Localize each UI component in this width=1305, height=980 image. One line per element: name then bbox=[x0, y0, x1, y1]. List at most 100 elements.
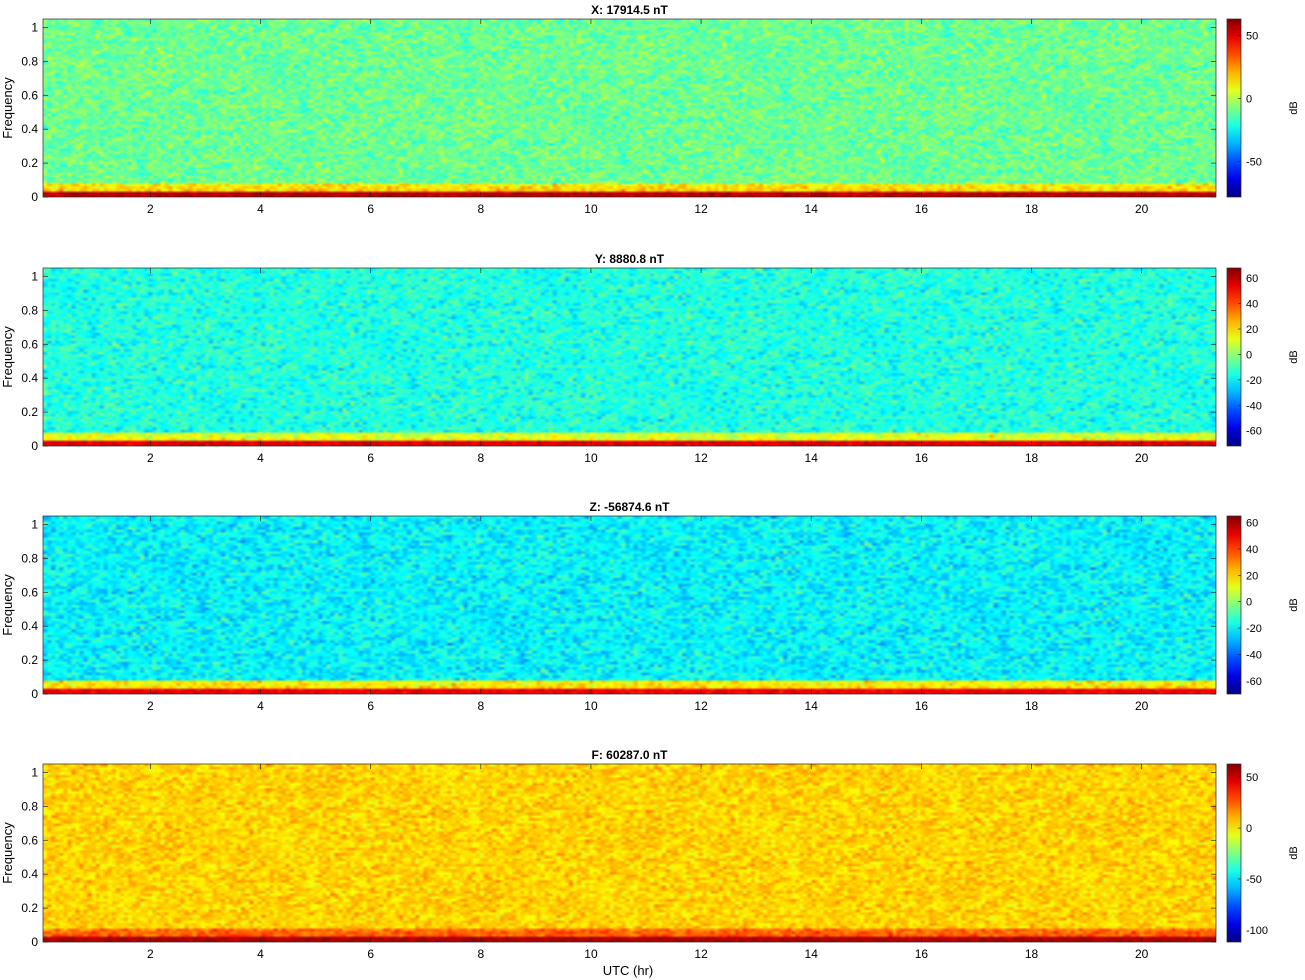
spectrogram-image bbox=[43, 19, 1216, 197]
colorbar bbox=[1226, 515, 1242, 695]
y-tick-label: 0.6 bbox=[21, 585, 38, 599]
x-tick-label: 8 bbox=[477, 699, 484, 713]
x-tick-label: 10 bbox=[584, 699, 598, 713]
colorbar-tick-label: -50 bbox=[1246, 874, 1262, 886]
colorbar-tick-label: -100 bbox=[1246, 925, 1268, 937]
colorbar-tick-label: 60 bbox=[1246, 518, 1258, 530]
x-tick-label: 16 bbox=[915, 699, 929, 713]
x-tick-label: 18 bbox=[1025, 947, 1039, 961]
x-tick-label: 4 bbox=[257, 947, 264, 961]
x-tick-label: 14 bbox=[805, 699, 819, 713]
x-tick-label: 2 bbox=[147, 202, 154, 216]
y-tick-label: 0 bbox=[31, 190, 38, 204]
axes-box bbox=[42, 18, 1217, 198]
x-tick-label: 12 bbox=[694, 699, 708, 713]
subplot-title: F: 60287.0 nT bbox=[591, 748, 668, 762]
x-tick-label: 6 bbox=[367, 451, 374, 465]
y-tick-label: 0.8 bbox=[21, 551, 38, 565]
x-tick-label: 20 bbox=[1135, 699, 1149, 713]
x-tick-label: 14 bbox=[805, 202, 819, 216]
y-tick-label: 0.2 bbox=[21, 156, 38, 170]
colorbar-tick-label: -20 bbox=[1246, 375, 1262, 387]
x-tick-label: 2 bbox=[147, 699, 154, 713]
x-tick-label: 6 bbox=[367, 202, 374, 216]
x-tick-label: 18 bbox=[1025, 202, 1039, 216]
colorbar bbox=[1226, 763, 1242, 943]
y-axis-label: Frequency bbox=[0, 326, 15, 388]
colorbar-label: dB bbox=[1288, 846, 1300, 859]
axes-box bbox=[42, 763, 1217, 943]
x-tick-label: 16 bbox=[915, 202, 929, 216]
x-tick-label: 10 bbox=[584, 947, 598, 961]
colorbar bbox=[1226, 267, 1242, 447]
y-tick-label: 0.6 bbox=[21, 833, 38, 847]
y-axis-label: Frequency bbox=[0, 574, 15, 636]
y-tick-label: 0 bbox=[31, 687, 38, 701]
colorbar-label: dB bbox=[1288, 101, 1300, 114]
colorbar-tick-label: 50 bbox=[1246, 30, 1258, 42]
spectrogram-image bbox=[43, 764, 1216, 942]
colorbar bbox=[1226, 18, 1242, 198]
x-tick-label: 8 bbox=[477, 202, 484, 216]
x-tick-label: 20 bbox=[1135, 202, 1149, 216]
colorbar-tick-label: 50 bbox=[1246, 772, 1258, 784]
y-tick-label: 0.4 bbox=[21, 867, 38, 881]
x-tick-label: 20 bbox=[1135, 947, 1149, 961]
x-tick-label: 4 bbox=[257, 699, 264, 713]
x-tick-label: 10 bbox=[584, 202, 598, 216]
colorbar-label: dB bbox=[1288, 350, 1300, 363]
y-tick-label: 0 bbox=[31, 935, 38, 949]
x-tick-label: 12 bbox=[694, 947, 708, 961]
y-tick-label: 0.6 bbox=[21, 337, 38, 351]
y-tick-label: 1 bbox=[31, 269, 38, 283]
colorbar-tick-label: -40 bbox=[1246, 649, 1262, 661]
x-tick-label: 12 bbox=[694, 202, 708, 216]
figure-xlabel: UTC (hr) bbox=[603, 963, 654, 978]
y-tick-label: 1 bbox=[31, 765, 38, 779]
x-tick-label: 20 bbox=[1135, 451, 1149, 465]
y-tick-label: 0.4 bbox=[21, 619, 38, 633]
colorbar-tick-label: 60 bbox=[1246, 273, 1258, 285]
subplot-title: X: 17914.5 nT bbox=[591, 3, 668, 17]
colorbar-tick-label: 20 bbox=[1246, 324, 1258, 336]
colorbar-tick-label: -50 bbox=[1246, 157, 1262, 169]
x-tick-label: 6 bbox=[367, 947, 374, 961]
y-tick-label: 0.4 bbox=[21, 371, 38, 385]
colorbar-tick-label: -40 bbox=[1246, 400, 1262, 412]
x-tick-label: 12 bbox=[694, 451, 708, 465]
y-tick-label: 0.2 bbox=[21, 901, 38, 915]
x-tick-label: 14 bbox=[805, 451, 819, 465]
x-tick-label: 2 bbox=[147, 947, 154, 961]
x-tick-label: 2 bbox=[147, 451, 154, 465]
subplot-title: Z: -56874.6 nT bbox=[589, 500, 670, 514]
y-axis-label: Frequency bbox=[0, 77, 15, 139]
colorbar-tick-label: -60 bbox=[1246, 676, 1262, 688]
y-tick-label: 1 bbox=[31, 517, 38, 531]
y-tick-label: 0.4 bbox=[21, 122, 38, 136]
x-tick-label: 4 bbox=[257, 451, 264, 465]
colorbar-tick-label: 20 bbox=[1246, 570, 1258, 582]
colorbar-tick-label: -60 bbox=[1246, 426, 1262, 438]
x-tick-label: 10 bbox=[584, 451, 598, 465]
y-tick-label: 0.8 bbox=[21, 303, 38, 317]
spectrogram-image bbox=[43, 268, 1216, 446]
x-tick-label: 18 bbox=[1025, 699, 1039, 713]
colorbar-tick-label: 0 bbox=[1246, 94, 1252, 106]
subplot-title: Y: 8880.8 nT bbox=[595, 252, 665, 266]
y-tick-label: 0.2 bbox=[21, 405, 38, 419]
x-tick-label: 16 bbox=[915, 947, 929, 961]
x-tick-label: 6 bbox=[367, 699, 374, 713]
colorbar-tick-label: 0 bbox=[1246, 349, 1252, 361]
colorbar-tick-label: -20 bbox=[1246, 623, 1262, 635]
y-tick-label: 1 bbox=[31, 20, 38, 34]
y-tick-label: 0.8 bbox=[21, 54, 38, 68]
colorbar-tick-label: 0 bbox=[1246, 823, 1252, 835]
x-tick-label: 16 bbox=[915, 451, 929, 465]
y-axis-label: Frequency bbox=[0, 822, 15, 884]
colorbar-tick-label: 0 bbox=[1246, 597, 1252, 609]
